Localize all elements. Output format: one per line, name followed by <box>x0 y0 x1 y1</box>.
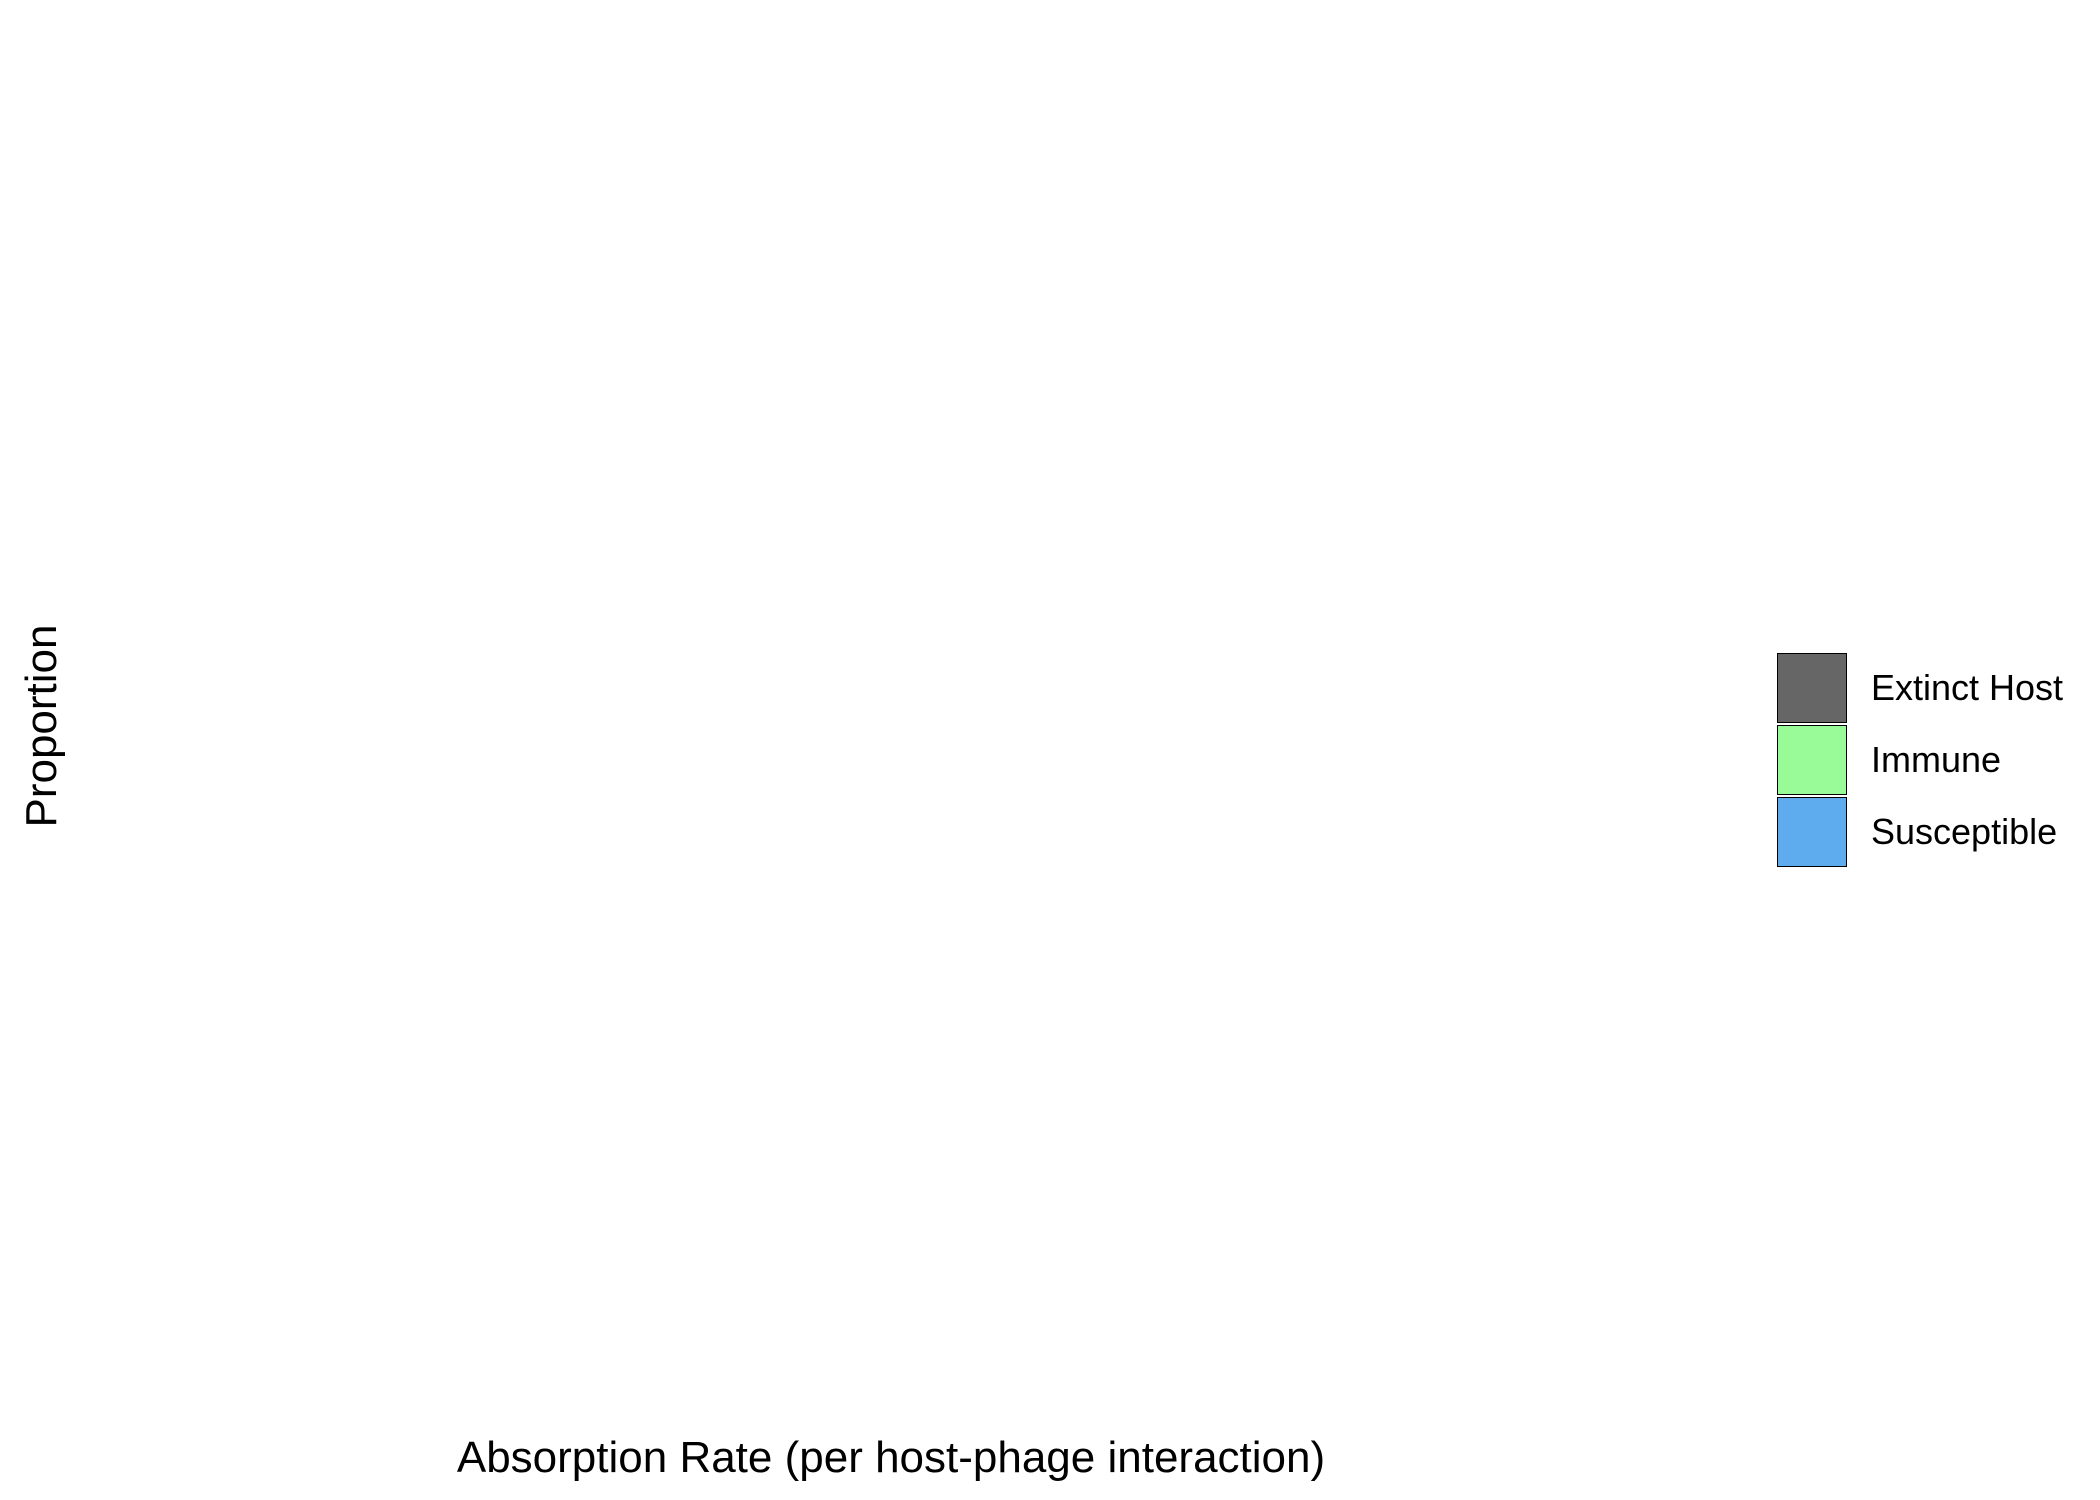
y-axis-title: Proportion <box>17 624 66 828</box>
legend: Extinct Host Immune Susceptible <box>1777 652 2063 868</box>
legend-swatch-immune <box>1777 725 1847 795</box>
plot-svg <box>110 20 1670 1400</box>
legend-label-immune: Immune <box>1871 739 2002 780</box>
x-axis-title: Absorption Rate (per host-phage interact… <box>456 1433 1326 1482</box>
legend-label-extinct-host: Extinct Host <box>1871 667 2064 708</box>
legend-item-extinct-host: Extinct Host <box>1777 652 2063 724</box>
legend-swatch-extinct-host <box>1777 653 1847 723</box>
legend-item-susceptible: Susceptible <box>1777 796 2063 868</box>
legend-item-immune: Immune <box>1777 724 2063 796</box>
legend-swatch-susceptible <box>1777 797 1847 867</box>
legend-label-susceptible: Susceptible <box>1871 811 2058 852</box>
plot-area <box>110 20 1670 1400</box>
